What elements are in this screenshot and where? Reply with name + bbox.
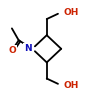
Text: N: N <box>24 44 31 53</box>
Text: OH: OH <box>63 81 79 90</box>
Text: O: O <box>8 46 16 55</box>
Text: OH: OH <box>63 8 79 17</box>
